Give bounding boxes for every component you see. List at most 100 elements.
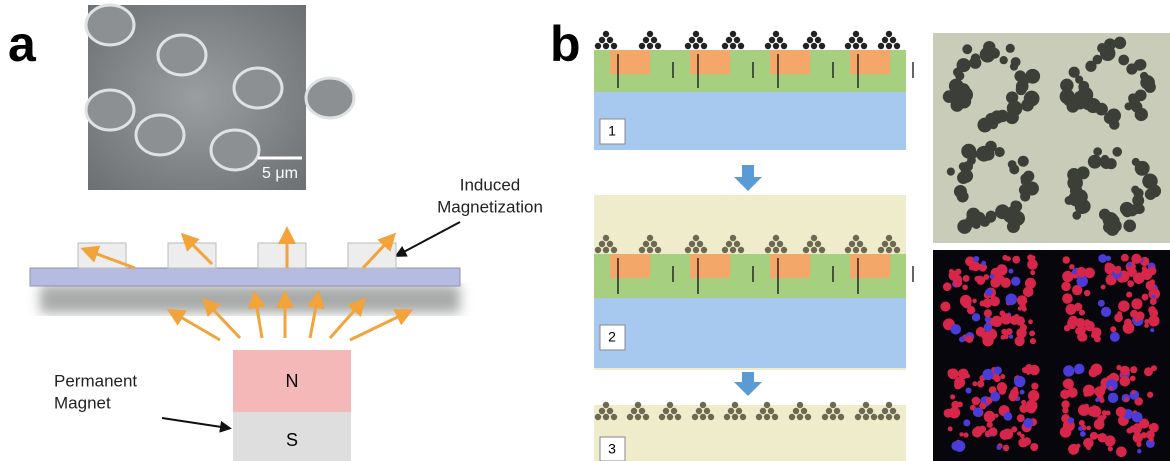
cell [1084,320,1095,332]
cell [1131,411,1143,423]
cell [985,212,997,223]
particle [700,246,708,254]
cell [1118,54,1130,66]
particle [594,246,602,254]
disc [209,128,261,172]
cell [1131,253,1142,264]
particle [691,413,699,421]
panel-label: b [550,16,581,72]
particle [776,36,784,44]
cell [1112,147,1123,157]
particle [788,413,796,421]
cell [1069,264,1075,270]
cell [1012,255,1021,264]
cell [1015,80,1029,93]
cell [1016,431,1022,436]
particle [885,30,893,38]
particle [877,413,885,421]
disc [84,3,136,47]
cell [1062,407,1069,414]
cell [962,44,973,55]
cell [1005,91,1019,104]
cell [1144,318,1150,325]
cell [983,410,996,423]
cell [1095,397,1100,403]
cell [1062,270,1074,283]
particle [885,413,893,421]
cell [1078,426,1084,432]
cell [1076,275,1088,287]
particle [684,42,692,50]
cell [948,406,961,419]
particle [630,407,638,415]
disc [134,113,186,157]
cell [1009,62,1019,71]
disc [232,66,284,110]
magnet-block [690,254,730,278]
particle [666,401,674,409]
cell [1021,366,1029,374]
cell [1065,303,1077,315]
cell [1137,449,1142,454]
cell [1126,204,1138,217]
particle [650,36,658,44]
cell [1072,211,1082,220]
cell [971,313,981,322]
cell [1012,387,1018,393]
cell [968,265,974,271]
cell [1009,315,1020,325]
cell [969,57,979,68]
cell [1135,59,1147,71]
cell [1149,298,1157,305]
particle [634,413,642,421]
cell [956,190,969,203]
cell [963,419,971,427]
cell [1100,154,1110,164]
particle [806,240,814,248]
cell [1062,293,1073,304]
cell [969,150,978,159]
cell [1083,437,1094,449]
cell [1107,392,1119,404]
particle [654,246,662,254]
particle [806,36,814,44]
particle [602,401,610,409]
particle [634,401,642,409]
cell [1148,315,1160,327]
cell [1131,389,1136,395]
particle [610,413,618,421]
cell [1113,266,1122,275]
cell [962,161,974,172]
particle [814,240,822,248]
cell [985,140,997,153]
cell [1150,328,1155,333]
particle [666,413,674,421]
particle [837,413,845,421]
particle [674,413,682,421]
cell [1000,334,1006,340]
cell [995,204,1010,220]
particle [814,36,822,44]
particle [885,246,893,254]
particle [767,407,775,415]
particle [885,401,893,409]
step-label: 3 [608,441,616,457]
cell [984,316,991,323]
cell [1130,366,1138,374]
particle [707,413,715,421]
cell [1011,276,1021,286]
cell [950,394,956,400]
particle [696,36,704,44]
particle [642,413,650,421]
particle [646,30,654,38]
particle [856,240,864,248]
particle [727,407,735,415]
cell [1063,365,1075,377]
pole-label: S [286,430,298,450]
particle [626,413,634,421]
particle [731,413,739,421]
annotation: Magnetization [437,197,543,216]
particle [852,42,860,50]
particle [725,36,733,44]
